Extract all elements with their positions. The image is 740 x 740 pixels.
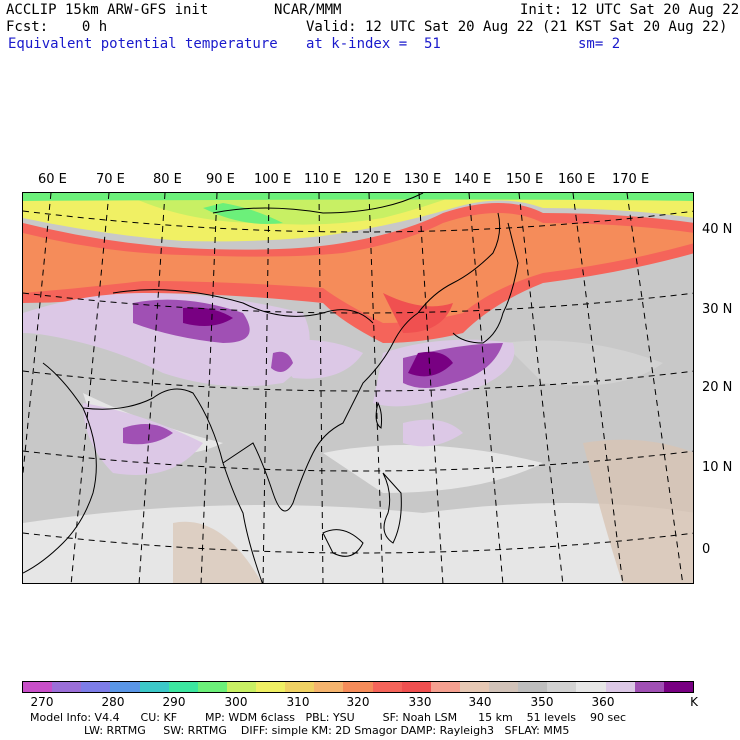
colorbar-swatch-18 [547,682,577,692]
lat-label-40: 40 N [702,222,733,237]
lon-label-170: 170 E [612,172,650,187]
lon-label-120: 120 E [354,172,392,187]
colorbar-swatch-2 [81,682,111,692]
lon-label-150: 150 E [506,172,544,187]
colorbar-label-270: 270 [30,695,54,709]
lon-label-140: 140 E [454,172,492,187]
lon-label-100: 100 E [254,172,292,187]
colorbar-swatch-15 [459,682,489,692]
lon-label-80: 80 E [153,172,182,187]
colorbar-swatch-0 [23,682,53,692]
colorbar-label-310: 310 [286,695,310,709]
map-field-svg [23,193,693,583]
colorbar-label-320: 320 [346,695,370,709]
lat-label-0: 0 [702,542,711,557]
colorbar-label-300: 300 [224,695,248,709]
init-time: Init: 12 UTC Sat 20 Aug 22 [520,2,740,18]
colorbar-swatch-11 [343,682,373,692]
colorbar-swatch-4 [139,682,169,692]
colorbar-swatch-7 [226,682,256,692]
colorbar [22,681,694,693]
forecast-hour: Fcst: 0 h [6,19,108,35]
colorbar-swatch-22 [663,682,693,692]
model-title: ACCLIP 15km ARW-GFS init [6,2,209,18]
colorbar-label-280: 280 [101,695,125,709]
colorbar-swatch-3 [110,682,140,692]
colorbar-swatch-16 [489,682,519,692]
lon-label-160: 160 E [558,172,596,187]
colorbar-swatch-12 [372,682,402,692]
level-index: at k-index = 51 [306,36,441,52]
colorbar-swatch-9 [285,682,315,692]
smoothing-label: sm= 2 [578,36,621,52]
colorbar-swatch-13 [401,682,431,692]
lon-label-90: 90 E [206,172,235,187]
lat-label-30: 30 N [702,302,733,317]
institution-label: NCAR/MMM [274,2,342,18]
colorbar-unit: K [690,695,698,709]
colorbar-swatch-19 [576,682,606,692]
lat-label-10: 10 N [702,460,733,475]
colorbar-swatch-1 [52,682,82,692]
lon-label-110: 110 E [304,172,342,187]
valid-time: Valid: 12 UTC Sat 20 Aug 22 (21 KST Sat … [306,19,728,35]
colorbar-swatch-20 [605,682,635,692]
lon-label-60: 60 E [38,172,67,187]
model-info-line2: LW: RRTMG SW: RRTMG DIFF: simple KM: 2D … [84,724,570,737]
lon-label-130: 130 E [404,172,442,187]
colorbar-label-360: 360 [591,695,615,709]
colorbar-swatch-6 [197,682,227,692]
colorbar-swatch-8 [256,682,286,692]
colorbar-label-350: 350 [530,695,554,709]
theta-e-map [22,192,694,584]
colorbar-label-330: 330 [408,695,432,709]
lat-label-20: 20 N [702,380,733,395]
colorbar-label-290: 290 [162,695,186,709]
model-info-line1: Model Info: V4.4 CU: KF MP: WDM 6class P… [30,711,627,724]
colorbar-label-340: 340 [468,695,492,709]
colorbar-swatch-21 [634,682,664,692]
colorbar-swatch-10 [314,682,344,692]
colorbar-swatch-17 [518,682,548,692]
colorbar-swatch-14 [430,682,460,692]
colorbar-swatch-5 [168,682,198,692]
field-name: Equivalent potential temperature [8,36,278,52]
lon-label-70: 70 E [96,172,125,187]
